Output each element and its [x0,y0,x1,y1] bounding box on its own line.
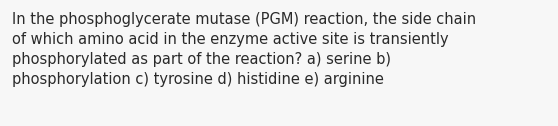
Text: In the phosphoglycerate mutase (PGM) reaction, the side chain
of which amino aci: In the phosphoglycerate mutase (PGM) rea… [12,12,476,87]
